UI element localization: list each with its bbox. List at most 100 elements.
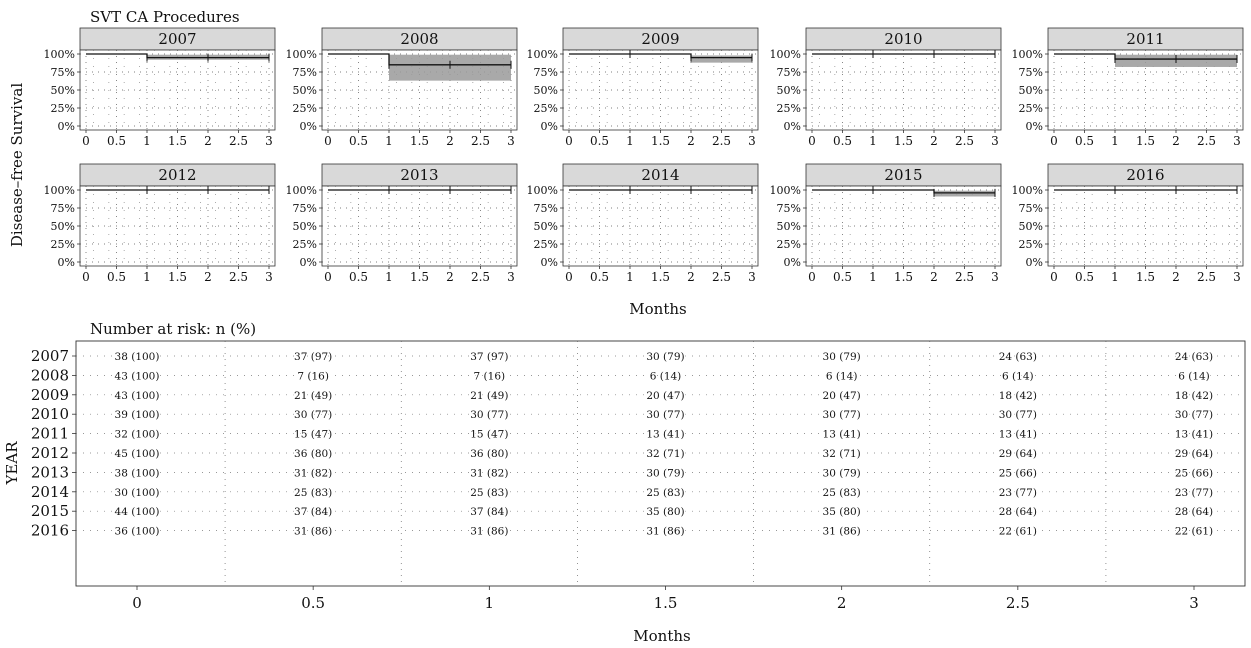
panel-2016: 2016 0% 25% 50% 75% 100% 0 0.5 1 1.5 2 2.5 3 [1012,163,1244,284]
x-tick-label: 0 [808,270,816,284]
risk-cell: 30 (100) [115,487,160,499]
x-tick-label: 1.5 [1136,134,1155,148]
panel-strip-label: 2016 [1126,166,1164,184]
panel-2014: 2014 0% 25% 50% 75% 100% 0 0.5 1 1.5 2 2.5 3 [527,163,759,284]
y-tick-label: 100% [286,48,317,61]
y-tick-label: 0% [1026,120,1043,133]
risk-cell: 23 (77) [999,487,1037,499]
y-tick-label: 50% [51,220,75,233]
y-tick-label: 0% [784,120,801,133]
x-tick-label: 2.5 [955,270,974,284]
y-tick-label: 0% [1026,256,1043,269]
risk-table-title: Number at risk: n (%) [90,320,256,338]
x-tick-label: 0 [1050,270,1058,284]
risk-cell: 13 (41) [999,429,1037,441]
x-tick-label: 2 [204,270,212,284]
risk-cell: 31 (82) [294,467,332,479]
y-tick-label: 75% [777,202,801,215]
y-tick-label: 75% [51,202,75,215]
y-tick-label: 50% [777,220,801,233]
panel-strip-label: 2008 [400,30,438,48]
risk-cell: 13 (41) [1175,429,1213,441]
x-tick-label: 2 [1172,134,1180,148]
risk-row-year: 2014 [31,483,69,501]
y-tick-label: 75% [1019,66,1043,79]
x-tick-label: 0.5 [833,270,852,284]
y-tick-label: 25% [1019,102,1043,115]
panel-2015: 2015 0% 25% 50% 75% 100% 0 0.5 1 1.5 2 2.5 3 [770,163,1002,284]
risk-cell: 18 (42) [999,390,1037,402]
y-tick-label: 100% [44,184,75,197]
y-tick-label: 50% [777,84,801,97]
risk-cell: 30 (77) [470,409,508,421]
x-tick-label: 2 [687,270,695,284]
x-tick-label: 2.5 [229,270,248,284]
risk-cell: 32 (100) [115,429,160,441]
x-tick-label: 0.5 [590,134,609,148]
x-tick-label: 3 [1233,270,1241,284]
x-axis-label: Months [629,300,686,318]
panel-strip-label: 2010 [884,30,922,48]
panel-2011: 2011 0% 25% 50% 75% 100% 0 0.5 1 1.5 2 2.5 3 [1012,27,1244,148]
risk-cell: 6 (14) [1178,370,1210,382]
risk-cell: 30 (77) [823,409,861,421]
y-tick-label: 100% [527,184,558,197]
x-tick-label: 0 [565,270,573,284]
x-tick-label: 1 [143,270,151,284]
panel-strip-label: 2012 [158,166,196,184]
x-tick-label: 3 [265,134,273,148]
x-tick-label: 2.5 [712,134,731,148]
x-tick-label: 0.5 [349,134,368,148]
y-tick-label: 25% [51,102,75,115]
risk-table-y-label: YEAR [3,441,21,486]
panel-2010: 2010 0% 25% 50% 75% 100% 0 0.5 1 1.5 2 2.5 3 [770,27,1002,148]
panel-strip-label: 2013 [400,166,438,184]
risk-cell: 44 (100) [115,506,160,518]
risk-cell: 25 (83) [823,487,861,499]
risk-cell: 29 (64) [1175,448,1213,460]
risk-table-frame [75,340,1246,587]
risk-cell: 6 (14) [826,370,858,382]
x-tick-label: 2 [930,134,938,148]
risk-cell: 31 (82) [470,467,508,479]
risk-x-tick-label: 3 [1189,594,1199,612]
y-tick-label: 100% [770,184,801,197]
risk-cell: 25 (83) [294,487,332,499]
y-tick-label: 25% [293,238,317,251]
risk-row-year: 2010 [31,405,69,423]
risk-row-year: 2012 [31,444,69,462]
ci-band [934,190,995,197]
risk-cell: 36 (100) [115,526,160,538]
y-tick-label: 100% [1012,48,1043,61]
y-tick-label: 100% [770,48,801,61]
x-tick-label: 0.5 [349,270,368,284]
y-tick-label: 25% [534,102,558,115]
x-tick-label: 1 [1111,134,1119,148]
y-tick-label: 50% [293,220,317,233]
x-tick-label: 1.5 [894,270,913,284]
risk-cell: 30 (79) [823,467,861,479]
risk-cell: 22 (61) [1175,526,1213,538]
risk-cell: 18 (42) [1175,390,1213,402]
x-tick-label: 2.5 [955,134,974,148]
y-tick-label: 100% [44,48,75,61]
risk-cell: 37 (97) [294,351,332,363]
x-tick-label: 1.5 [1136,270,1155,284]
risk-cell: 15 (47) [470,429,508,441]
y-tick-label: 100% [286,184,317,197]
risk-cell: 30 (77) [1175,409,1213,421]
risk-cell: 32 (71) [823,448,861,460]
risk-cell: 21 (49) [294,390,332,402]
risk-cell: 24 (63) [1175,351,1213,363]
risk-cell: 28 (64) [1175,506,1213,518]
risk-cell: 25 (66) [1175,467,1213,479]
y-tick-label: 75% [534,202,558,215]
risk-cell: 43 (100) [115,370,160,382]
risk-cell: 21 (49) [470,390,508,402]
risk-row-year: 2016 [31,522,69,540]
y-tick-label: 25% [293,102,317,115]
risk-cell: 13 (41) [823,429,861,441]
risk-cell: 6 (14) [650,370,682,382]
y-tick-label: 75% [1019,202,1043,215]
risk-cell: 35 (80) [823,506,861,518]
